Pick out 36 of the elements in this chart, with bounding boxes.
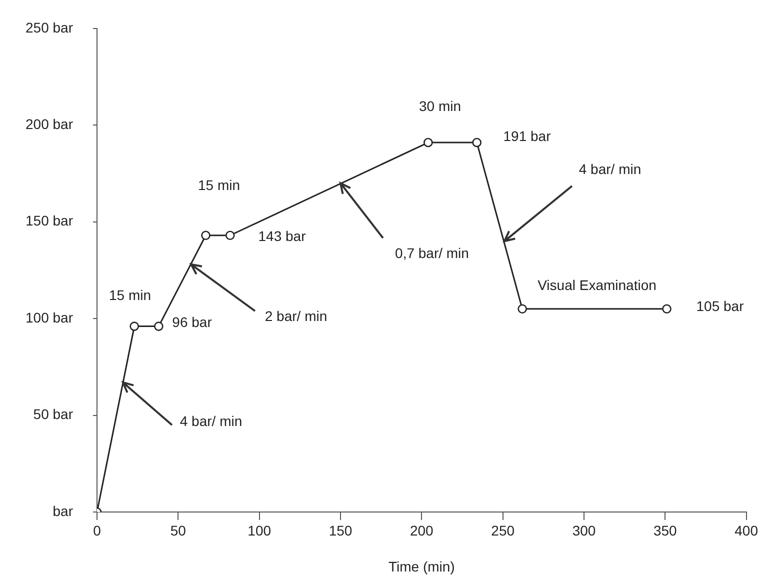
annotation: 4 bar/ min xyxy=(578,160,642,177)
annotation: 4 bar/ min xyxy=(180,412,242,429)
y-tick-label: 200 bar xyxy=(26,116,74,132)
point xyxy=(201,230,210,240)
y-tick-label: bar xyxy=(52,502,74,519)
x-tick-label: 250 xyxy=(491,522,515,538)
x-axis-title: Time (min) xyxy=(388,558,455,574)
annotation: 105 bar xyxy=(696,298,744,314)
point xyxy=(424,138,433,148)
annotation: 0,7 bar/ min xyxy=(395,244,469,261)
x-tick-label: 0 xyxy=(93,522,102,538)
x-tick-label: 350 xyxy=(653,522,678,538)
y-tick-label: 250 bar xyxy=(26,19,74,36)
y-tick-label: 100 bar xyxy=(26,309,74,326)
y-tick-label: 150 bar xyxy=(26,212,74,229)
x-tick-label: 400 xyxy=(734,522,758,538)
x-tick-label: 50 xyxy=(170,522,186,538)
x-tick-label: 150 xyxy=(328,522,352,538)
point xyxy=(472,138,482,148)
annotation: Visual Examination xyxy=(538,276,656,293)
annotation: 191 bar xyxy=(503,128,552,144)
annotation: 96 bar xyxy=(172,314,212,330)
point xyxy=(518,304,527,314)
point xyxy=(225,230,235,240)
annotation: 15 min xyxy=(198,176,240,193)
x-tick-label: 100 xyxy=(248,522,272,538)
annotation: 2 bar/ min xyxy=(264,308,328,324)
x-tick-label: 200 xyxy=(410,522,434,538)
point xyxy=(662,304,672,314)
point xyxy=(130,322,139,331)
annotation: 30 min xyxy=(418,98,462,114)
annotation: 15 min xyxy=(108,286,152,303)
x-tick-label: 300 xyxy=(572,522,596,538)
y-tick-label: 50 bar xyxy=(33,406,74,422)
point xyxy=(154,322,164,331)
annotation: 143 bar xyxy=(258,228,306,244)
